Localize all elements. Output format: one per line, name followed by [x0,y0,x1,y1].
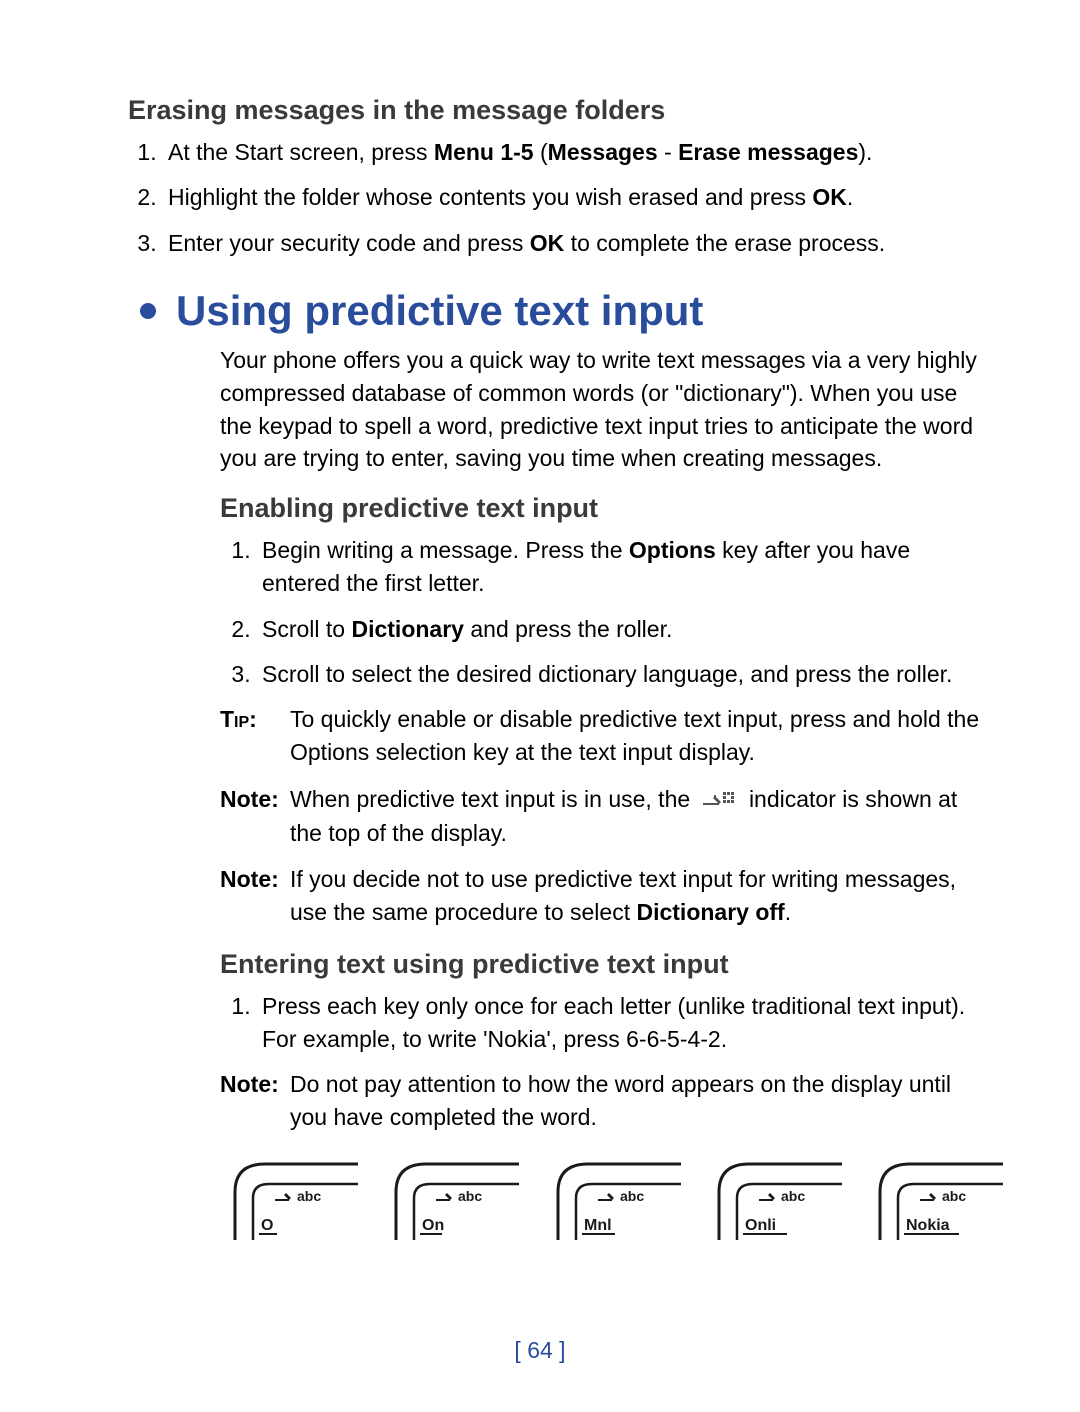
main-heading-row: Using predictive text input [90,288,990,334]
svg-text:abc: abc [781,1188,805,1204]
bullet-icon [140,303,156,319]
main-heading: Using predictive text input [176,288,703,334]
text: Begin writing a message. Press the [262,537,629,563]
steps-entering: Press each key only once for each letter… [90,990,990,1057]
text: At the Start screen, press [168,139,434,165]
bold-text: Messages [548,139,658,165]
text: Enter your security code and press [168,230,530,256]
svg-text:Onli: Onli [745,1217,776,1234]
note-label: Note: [220,1068,290,1133]
svg-text:Mnl: Mnl [584,1217,612,1234]
text: ( [534,139,548,165]
bold-text: Menu 1-5 [434,139,534,165]
bold-text: Dictionary off [636,899,784,925]
subheading-entering: Entering text using predictive text inpu… [220,949,990,980]
tip-block: Tip: To quickly enable or disable predic… [220,703,990,768]
note-block: Note: Do not pay attention to how the wo… [220,1068,990,1133]
svg-text:On: On [422,1217,444,1234]
steps-erasing: At the Start screen, press Menu 1-5 (Mes… [90,136,990,260]
note-block: Note: When predictive text input is in u… [220,783,990,850]
note-content: If you decide not to use predictive text… [290,863,990,928]
text: to complete the erase process. [564,230,885,256]
note-content: When predictive text input is in use, th… [290,783,990,850]
list-item: Scroll to select the desired dictionary … [257,658,990,691]
phone-screen-icon: abc Nokia [870,1162,1005,1242]
svg-text:abc: abc [942,1188,966,1204]
text: If you decide not to use predictive text… [290,866,956,925]
list-item: Enter your security code and press OK to… [163,227,990,260]
svg-text:abc: abc [458,1188,482,1204]
screens-row: abcOabcOnabcMnlabcOnliabcNokia [225,1162,1005,1242]
text: ). [858,139,872,165]
subheading-erasing: Erasing messages in the message folders [128,95,990,126]
svg-text:O: O [261,1217,273,1234]
text: and press the roller. [464,616,672,642]
predictive-indicator-icon [701,784,739,817]
text: Scroll to [262,616,351,642]
bold-text: Dictionary [351,616,463,642]
list-item: At the Start screen, press Menu 1-5 (Mes… [163,136,990,169]
page-number: [ 64 ] [0,1337,1080,1364]
tip-content: To quickly enable or disable predictive … [290,703,990,768]
bold-text: OK [812,184,847,210]
subheading-enabling: Enabling predictive text input [220,493,990,524]
text: When predictive text input is in use, th… [290,786,697,812]
phone-screen-icon: abc On [386,1162,521,1242]
main-paragraph: Your phone offers you a quick way to wri… [220,344,990,475]
note-content: Do not pay attention to how the word app… [290,1068,990,1133]
list-item: Highlight the folder whose contents you … [163,181,990,214]
note-label: Note: [220,863,290,928]
list-item: Begin writing a message. Press the Optio… [257,534,990,601]
phone-screen-icon: abc Onli [709,1162,844,1242]
svg-text:abc: abc [620,1188,644,1204]
steps-enabling: Begin writing a message. Press the Optio… [90,534,990,691]
phone-screen-icon: abc O [225,1162,360,1242]
document-page: Erasing messages in the message folders … [0,0,1080,1412]
list-item: Scroll to Dictionary and press the rolle… [257,613,990,646]
text: . [847,184,853,210]
text: . [785,899,791,925]
phone-screen-icon: abc Mnl [548,1162,683,1242]
note-block: Note: If you decide not to use predictiv… [220,863,990,928]
bold-text: OK [530,230,565,256]
svg-text:Nokia: Nokia [906,1217,950,1234]
bold-text: Options [629,537,716,563]
text: Highlight the folder whose contents you … [168,184,812,210]
svg-text:abc: abc [297,1188,321,1204]
bold-text: Erase messages [678,139,858,165]
list-item: Press each key only once for each letter… [257,990,990,1057]
text: - [658,139,678,165]
note-label: Note: [220,783,290,850]
tip-label: Tip: [220,703,290,768]
